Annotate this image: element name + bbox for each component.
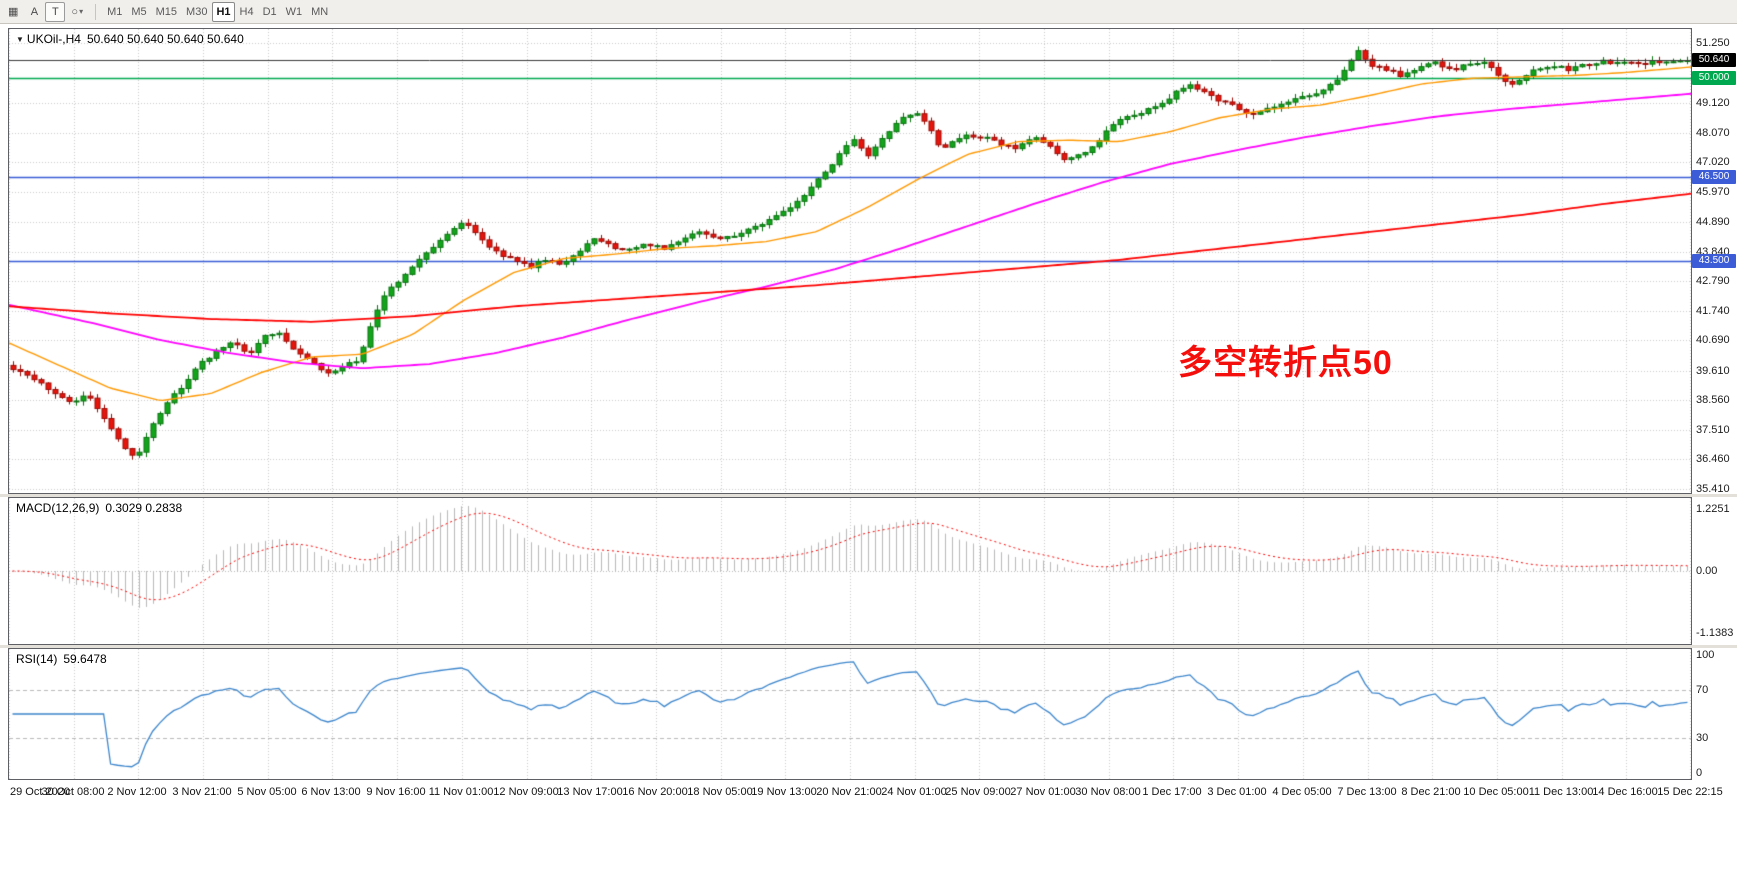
time-axis-label: 6 Nov 13:00	[301, 786, 361, 798]
panel-resize-divider[interactable]	[0, 645, 1737, 648]
rsi-axis-label: 100	[1696, 649, 1715, 661]
macd-axis-label: -1.1383	[1696, 627, 1734, 639]
timeframe-H1[interactable]: H1	[212, 1, 235, 22]
time-axis-label: 18 Nov 05:00	[687, 786, 753, 798]
rsi-label: RSI(14)	[16, 652, 58, 666]
time-axis-label: 10 Dec 05:00	[1463, 786, 1529, 798]
panel-resize-divider[interactable]	[0, 494, 1737, 497]
chart-grid-icon[interactable]: ▦	[3, 2, 23, 22]
timeframe-buttons: M1 M5 M15 M30 H1 H4 D1 W1 MN	[103, 1, 332, 22]
top-toolbar: ▦ A T ○ ▾ M1 M5 M15 M30 H1 H4 D1 W1 MN	[0, 0, 1737, 24]
ellipse-icon: ○	[71, 5, 79, 18]
macd-indicator-canvas[interactable]	[9, 498, 1691, 644]
shapes-tool-button[interactable]: ○ ▾	[66, 2, 88, 22]
macd-axis-label: 1.2251	[1696, 503, 1730, 515]
price-tag: 50.640	[1692, 53, 1736, 68]
time-axis-label: 25 Nov 09:00	[945, 786, 1011, 798]
time-axis-label: 5 Nov 05:00	[237, 786, 297, 798]
time-axis-label: 16 Nov 20:00	[622, 786, 688, 798]
main-chart-panel[interactable]: ▼ UKOil-,H4 50.640 50.640 50.640 50.640	[8, 28, 1692, 494]
symbol-dropdown-icon[interactable]: ▼	[16, 35, 24, 44]
price-axis-label: 45.970	[1696, 185, 1730, 198]
time-axis-label: 2 Nov 12:00	[107, 786, 167, 798]
time-axis[interactable]	[0, 780, 1737, 812]
timeframe-D1[interactable]: D1	[259, 2, 281, 22]
price-tag: 43.500	[1692, 254, 1736, 269]
timeframe-M5[interactable]: M5	[127, 2, 150, 22]
timeframe-M15[interactable]: M15	[152, 2, 181, 22]
chart-ohlc-values: 50.640 50.640 50.640 50.640	[86, 32, 244, 46]
time-axis-label: 27 Nov 01:00	[1010, 786, 1076, 798]
price-axis-label: 39.610	[1696, 364, 1730, 377]
chart-window: ▼ UKOil-,H4 50.640 50.640 50.640 50.640 MA…	[0, 24, 1737, 890]
toolbar-separator	[95, 3, 97, 20]
text-tool-t-button[interactable]: T	[45, 1, 66, 22]
price-axis-label: 38.560	[1696, 394, 1730, 407]
price-axis-label: 51.250	[1696, 37, 1730, 50]
time-axis-label: 3 Nov 21:00	[172, 786, 232, 798]
time-axis-label: 3 Dec 01:00	[1207, 786, 1267, 798]
chart-title: ▼ UKOil-,H4 50.640 50.640 50.640 50.640	[16, 32, 244, 46]
price-axis-label: 36.460	[1696, 453, 1730, 466]
time-axis-label: 13 Nov 17:00	[557, 786, 623, 798]
price-tag: 46.500	[1692, 169, 1736, 184]
time-axis-label: 15 Dec 22:15	[1657, 786, 1723, 798]
price-axis-label: 47.020	[1696, 156, 1730, 169]
time-axis-label: 29 Oct 2020	[10, 786, 70, 798]
price-axis-label: 49.120	[1696, 97, 1730, 110]
rsi-indicator-canvas[interactable]	[9, 649, 1691, 779]
price-axis-label: 35.410	[1696, 483, 1730, 496]
time-axis-label: 11 Dec 13:00	[1528, 786, 1594, 798]
time-axis-label: 24 Nov 01:00	[881, 786, 947, 798]
time-axis-label: 19 Nov 13:00	[751, 786, 817, 798]
time-axis-label: 8 Dec 21:00	[1401, 786, 1461, 798]
price-axis-label: 48.070	[1696, 126, 1730, 139]
macd-title: MACD(12,26,9) 0.3029 0.2838	[16, 501, 182, 515]
time-axis-label: 7 Dec 13:00	[1337, 786, 1397, 798]
macd-values: 0.3029 0.2838	[105, 501, 183, 515]
chevron-down-icon: ▾	[79, 7, 84, 16]
price-axis-label: 41.740	[1696, 304, 1730, 317]
rsi-axis-label: 70	[1696, 684, 1709, 697]
macd-panel[interactable]: MACD(12,26,9) 0.3029 0.2838	[8, 497, 1692, 645]
annotation-text: 多空转折点50	[1178, 344, 1393, 382]
price-axis-label: 42.790	[1696, 275, 1730, 288]
text-tool-a-button[interactable]: A	[24, 2, 44, 22]
timeframe-M1[interactable]: M1	[103, 2, 126, 22]
rsi-axis-label: 30	[1696, 731, 1709, 744]
price-tag: 50.000	[1692, 71, 1736, 86]
macd-label: MACD(12,26,9)	[16, 501, 100, 515]
candlestick-chart-canvas[interactable]	[9, 29, 1691, 493]
rsi-value: 59.6478	[63, 652, 107, 666]
time-axis-label: 12 Nov 09:00	[493, 786, 559, 798]
timeframe-MN[interactable]: MN	[307, 2, 332, 22]
time-axis-label: 30 Oct 08:00	[41, 786, 105, 798]
time-axis-label: 20 Nov 21:00	[816, 786, 882, 798]
timeframe-W1[interactable]: W1	[282, 2, 307, 22]
timeframe-M30[interactable]: M30	[182, 2, 211, 22]
time-axis-label: 11 Nov 01:00	[428, 786, 494, 798]
time-axis-label: 30 Nov 08:00	[1075, 786, 1141, 798]
price-axis-label: 40.690	[1696, 334, 1730, 347]
timeframe-H4[interactable]: H4	[236, 2, 258, 22]
rsi-title: RSI(14) 59.6478	[16, 652, 107, 666]
price-axis-label: 37.510	[1696, 423, 1730, 436]
price-axis-label: 44.890	[1696, 216, 1730, 229]
time-axis-label: 14 Dec 16:00	[1592, 786, 1658, 798]
time-axis-label: 1 Dec 17:00	[1142, 786, 1202, 798]
time-axis-label: 9 Nov 16:00	[366, 786, 426, 798]
rsi-panel[interactable]: RSI(14) 59.6478	[8, 648, 1692, 780]
macd-axis-label: 0.00	[1696, 565, 1718, 577]
rsi-axis-label: 0	[1696, 767, 1703, 779]
chart-symbol-period: UKOil-,H4	[26, 32, 81, 46]
time-axis-label: 4 Dec 05:00	[1272, 786, 1332, 798]
